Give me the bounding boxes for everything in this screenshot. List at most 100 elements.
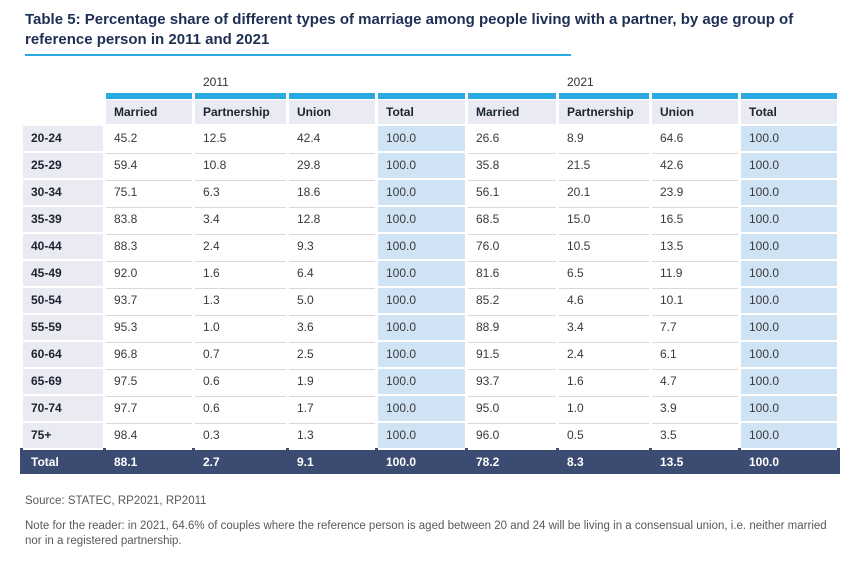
value-cell: 93.7: [468, 366, 556, 394]
value-cell: 98.4: [106, 420, 192, 448]
value-cell: 85.2: [468, 285, 556, 313]
value-cell: 10.5: [559, 231, 649, 259]
total-value-cell: 100.0: [741, 177, 837, 205]
total-value-cell: 100.0: [741, 339, 837, 367]
value-cell: 23.9: [652, 177, 738, 205]
grand-total-value-cell: 78.2: [468, 447, 556, 474]
value-cell: 10.1: [652, 285, 738, 313]
table-title: Table 5: Percentage share of different t…: [25, 11, 794, 48]
value-cell: 76.0: [468, 231, 556, 259]
table-row: 55-59 95.3 1.0 3.6 100.0 88.9 3.4 7.7 100.0: [23, 312, 837, 340]
year-group-label-2011: 2011: [203, 74, 229, 89]
value-cell: 95.3: [106, 312, 192, 340]
value-cell: 3.4: [195, 204, 286, 232]
total-value-cell: 100.0: [378, 420, 465, 448]
column-header-union-2011: Union: [289, 98, 375, 124]
value-cell: 10.8: [195, 150, 286, 178]
table-row: 50-54 93.7 1.3 5.0 100.0 85.2 4.6 10.1 100.0: [23, 285, 837, 313]
value-cell: 45.2: [106, 123, 192, 151]
age-group-cell: 55-59: [23, 312, 103, 340]
spacer-cell: [468, 67, 556, 93]
marriage-share-table: 2011 2021 Married Partnership Union Tota…: [20, 67, 840, 474]
value-cell: 6.1: [652, 339, 738, 367]
total-value-cell: 100.0: [378, 285, 465, 313]
value-cell: 3.4: [559, 312, 649, 340]
age-group-cell: 50-54: [23, 285, 103, 313]
value-cell: 3.9: [652, 393, 738, 421]
total-value-cell: 100.0: [741, 150, 837, 178]
table-row: 25-29 59.4 10.8 29.8 100.0 35.8 21.5 42.6 100.0: [23, 150, 837, 178]
value-cell: 75.1: [106, 177, 192, 205]
column-header-married-2021: Married: [468, 98, 556, 124]
total-value-cell: 100.0: [378, 231, 465, 259]
value-cell: 2.5: [289, 339, 375, 367]
value-cell: 5.0: [289, 285, 375, 313]
spacer-cell: [378, 67, 465, 93]
age-group-cell: 25-29: [23, 150, 103, 178]
value-cell: 91.5: [468, 339, 556, 367]
table-row: 65-69 97.5 0.6 1.9 100.0 93.7 1.6 4.7 100.0: [23, 366, 837, 394]
table-body: 20-24 45.2 12.5 42.4 100.0 26.6 8.9 64.6 100.0 25…: [23, 123, 837, 474]
total-value-cell: 100.0: [741, 258, 837, 286]
value-cell: 64.6: [652, 123, 738, 151]
total-value-cell: 100.0: [378, 204, 465, 232]
value-cell: 16.5: [652, 204, 738, 232]
column-header-partnership-2021: Partnership: [559, 98, 649, 124]
accent-bar: [106, 92, 192, 99]
value-cell: 12.5: [195, 123, 286, 151]
value-cell: 88.3: [106, 231, 192, 259]
value-cell: 88.9: [468, 312, 556, 340]
column-header-married-2011: Married: [106, 98, 192, 124]
age-column-header: [23, 98, 103, 124]
value-cell: 3.6: [289, 312, 375, 340]
total-value-cell: 100.0: [378, 339, 465, 367]
total-value-cell: 100.0: [741, 393, 837, 421]
value-cell: 35.8: [468, 150, 556, 178]
total-value-cell: 100.0: [378, 312, 465, 340]
table-row: 45-49 92.0 1.6 6.4 100.0 81.6 6.5 11.9 100.0: [23, 258, 837, 286]
value-cell: 4.6: [559, 285, 649, 313]
total-value-cell: 100.0: [378, 393, 465, 421]
value-cell: 4.7: [652, 366, 738, 394]
value-cell: 15.0: [559, 204, 649, 232]
total-value-cell: 100.0: [378, 177, 465, 205]
accent-bar: [289, 92, 375, 99]
value-cell: 0.6: [195, 393, 286, 421]
table-row: 60-64 96.8 0.7 2.5 100.0 91.5 2.4 6.1 100.0: [23, 339, 837, 367]
total-value-cell: 100.0: [741, 285, 837, 313]
table-row: 30-34 75.1 6.3 18.6 100.0 56.1 20.1 23.9 100.0: [23, 177, 837, 205]
value-cell: 9.3: [289, 231, 375, 259]
spacer-cell: [23, 67, 103, 93]
value-cell: 8.9: [559, 123, 649, 151]
accent-bar: [741, 92, 837, 99]
column-header-row: Married Partnership Union Total Married …: [23, 98, 837, 124]
value-cell: 81.6: [468, 258, 556, 286]
table-row: 35-39 83.8 3.4 12.8 100.0 68.5 15.0 16.5 100.0: [23, 204, 837, 232]
value-cell: 1.6: [195, 258, 286, 286]
total-value-cell: 100.0: [741, 204, 837, 232]
value-cell: 1.0: [195, 312, 286, 340]
value-cell: 59.4: [106, 150, 192, 178]
value-cell: 6.5: [559, 258, 649, 286]
value-cell: 97.5: [106, 366, 192, 394]
value-cell: 18.6: [289, 177, 375, 205]
value-cell: 3.5: [652, 420, 738, 448]
grand-total-value-cell: 13.5: [652, 447, 738, 474]
total-value-cell: 100.0: [741, 312, 837, 340]
column-header-partnership-2011: Partnership: [195, 98, 286, 124]
age-group-cell: 35-39: [23, 204, 103, 232]
grand-total-value-cell: 88.1: [106, 447, 192, 474]
accent-bar: [195, 92, 286, 99]
value-cell: 92.0: [106, 258, 192, 286]
value-cell: 0.3: [195, 420, 286, 448]
value-cell: 26.6: [468, 123, 556, 151]
value-cell: 7.7: [652, 312, 738, 340]
value-cell: 1.7: [289, 393, 375, 421]
value-cell: 6.4: [289, 258, 375, 286]
value-cell: 6.3: [195, 177, 286, 205]
value-cell: 29.8: [289, 150, 375, 178]
grand-total-value-cell: 100.0: [378, 447, 465, 474]
table-row: 20-24 45.2 12.5 42.4 100.0 26.6 8.9 64.6 100.0: [23, 123, 837, 151]
accent-bar: [652, 92, 738, 99]
title-underline-rule: [25, 53, 571, 56]
